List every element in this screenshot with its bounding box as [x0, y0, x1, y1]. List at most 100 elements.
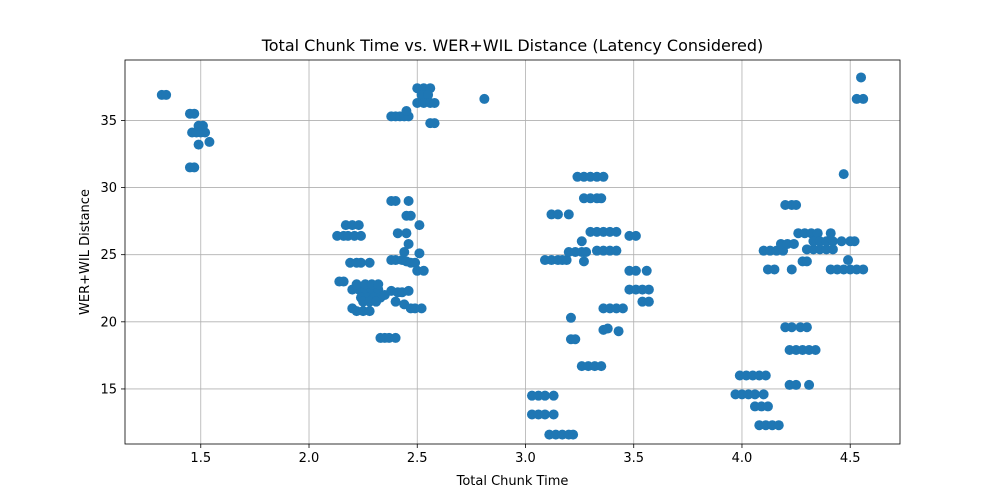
data-point — [643, 284, 654, 295]
data-point — [338, 276, 349, 287]
data-point — [578, 256, 589, 267]
data-point — [791, 379, 802, 390]
x-tick-label: 2.0 — [299, 451, 320, 466]
x-tick-label: 1.5 — [190, 451, 211, 466]
data-point — [418, 265, 429, 276]
data-point — [641, 265, 652, 276]
data-point — [581, 247, 592, 257]
data-point — [479, 93, 490, 104]
data-point — [416, 303, 427, 314]
data-point — [568, 429, 579, 440]
data-point — [410, 257, 421, 268]
data-point — [539, 390, 550, 401]
data-point — [617, 303, 628, 314]
data-point — [364, 257, 375, 268]
data-point — [856, 72, 867, 83]
data-point — [353, 220, 364, 231]
data-point — [812, 228, 823, 239]
data-point — [801, 256, 812, 267]
data-point — [827, 244, 838, 255]
data-point — [825, 228, 836, 239]
data-point — [429, 118, 440, 129]
data-point — [836, 236, 847, 247]
data-point — [804, 379, 815, 390]
data-point — [189, 162, 200, 173]
data-point — [403, 285, 414, 296]
data-point — [596, 193, 607, 204]
data-point — [858, 93, 869, 104]
data-point — [355, 230, 366, 241]
data-point — [565, 312, 576, 323]
data-point — [561, 255, 572, 266]
data-point — [810, 345, 821, 356]
x-tick-label: 4.5 — [840, 451, 861, 466]
data-point — [390, 332, 401, 343]
data-point — [760, 370, 771, 381]
chart-title: Total Chunk Time vs. WER+WIL Distance (L… — [261, 36, 764, 55]
data-point — [596, 361, 607, 372]
data-point — [399, 247, 410, 257]
data-point — [204, 136, 215, 147]
data-point — [403, 238, 414, 249]
x-tick-label: 3.0 — [515, 451, 536, 466]
data-point — [758, 389, 769, 400]
data-point — [613, 326, 624, 337]
data-point — [576, 236, 587, 247]
data-point — [423, 89, 434, 100]
y-tick-label: 25 — [100, 248, 117, 263]
x-tick-label: 2.5 — [407, 451, 428, 466]
data-point — [414, 248, 425, 259]
data-point — [189, 108, 200, 119]
axis-ticks: 1.5 2.0 2.5 3.0 3.5 4.0 4.5 15 20 25 30 35 — [100, 114, 860, 466]
data-point — [786, 264, 797, 275]
data-point — [548, 390, 559, 401]
x-axis-label: Total Chunk Time — [456, 474, 569, 489]
plot-frame — [124, 59, 901, 445]
data-point — [539, 409, 550, 420]
data-point — [390, 296, 401, 307]
data-point — [405, 210, 416, 221]
data-point — [843, 255, 854, 266]
y-tick-label: 15 — [100, 382, 117, 397]
data-point — [838, 169, 849, 180]
data-point — [598, 171, 609, 182]
data-point — [563, 209, 574, 220]
data-point — [749, 389, 760, 400]
data-point — [355, 257, 366, 268]
data-points — [156, 72, 869, 440]
data-point — [161, 89, 172, 100]
data-point — [392, 228, 403, 239]
data-point — [403, 195, 414, 206]
data-point — [197, 120, 208, 131]
data-point — [401, 106, 412, 117]
data-point — [858, 264, 869, 275]
data-point — [630, 265, 641, 276]
data-point — [643, 296, 654, 307]
data-point — [401, 228, 412, 239]
x-tick-label: 3.5 — [623, 451, 644, 466]
data-point — [373, 279, 384, 290]
data-point — [570, 334, 581, 345]
data-point — [849, 236, 860, 247]
data-point — [390, 195, 401, 206]
data-point — [791, 200, 802, 211]
y-tick-label: 30 — [100, 181, 117, 196]
data-point — [602, 323, 613, 334]
data-point — [364, 306, 375, 317]
data-point — [762, 401, 773, 412]
data-point — [548, 409, 559, 420]
data-point — [786, 322, 797, 333]
data-point — [552, 209, 563, 220]
data-point — [611, 245, 622, 256]
y-axis-label: WER+WIL Distance — [78, 189, 93, 315]
x-tick-label: 4.0 — [732, 451, 753, 466]
data-point — [429, 97, 440, 108]
data-point — [827, 236, 838, 247]
data-point — [414, 220, 425, 231]
data-point — [371, 296, 382, 307]
data-point — [769, 264, 780, 275]
data-point — [193, 139, 204, 150]
data-point — [773, 420, 784, 431]
data-point — [351, 279, 362, 290]
